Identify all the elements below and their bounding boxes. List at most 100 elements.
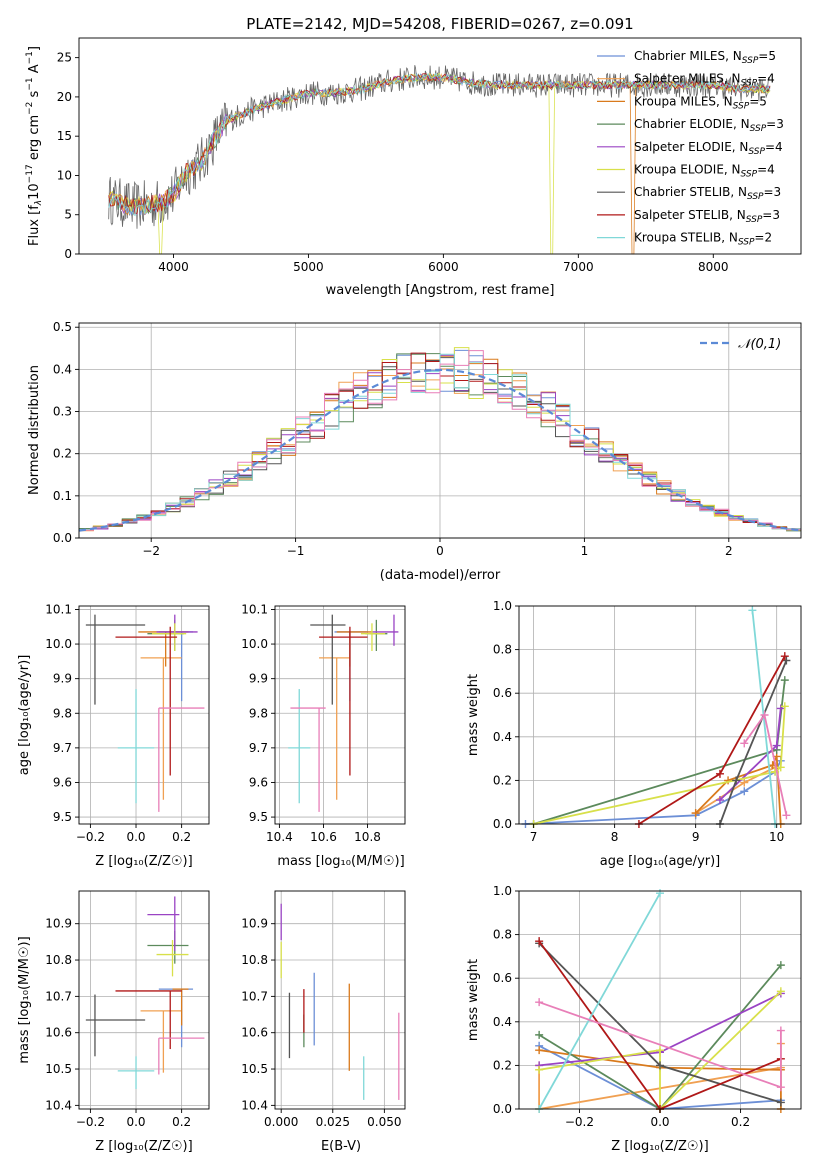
weight-point-marker	[740, 787, 749, 796]
y-tick-label: 0.3	[53, 405, 72, 419]
weight-z-xlabel: Z [log₁₀(Z/Z☉)]	[611, 1139, 708, 1154]
x-tick-label: 8	[611, 830, 619, 844]
x-tick-label: 0.2	[172, 1115, 191, 1129]
x-tick-label: −2	[142, 544, 160, 558]
weight-point-marker	[656, 1061, 664, 1070]
weight-point-marker	[656, 889, 664, 898]
mass-z-panel: −0.2 0.0 0.2 10.4 10.5 10.6 10.7 10.8 10.9 Z [lo…	[17, 890, 210, 1154]
y-tick-label: 0	[64, 247, 72, 261]
weight-age-panel: 7 8 9 10 0.0 0.2 0.4 0.6 0.8 1.0 age [log₁₀(age/y…	[466, 599, 802, 869]
y-tick-label: 10	[57, 168, 72, 182]
y-tick-label: 10.7	[241, 989, 268, 1003]
age-z-frame	[78, 605, 210, 825]
y-tick-label: 9.5	[53, 810, 72, 824]
weight-point-marker	[732, 776, 741, 785]
y-tick-label: 10.4	[45, 1098, 72, 1112]
x-tick-label: 10	[769, 830, 784, 844]
spectrum-series-line	[108, 72, 771, 217]
spectrum-series-line	[108, 65, 770, 229]
weight-series-line	[533, 706, 786, 825]
y-tick-label: 10.0	[45, 637, 72, 651]
weight-point-marker	[740, 778, 749, 787]
y-tick-label: 0.2	[493, 1058, 512, 1072]
age-mass-xlabel: mass [log₁₀(M/M☉)]	[277, 854, 404, 869]
mass-z-frame	[78, 890, 210, 1110]
y-tick-label: 9.9	[249, 672, 268, 686]
weight-point-marker	[780, 702, 789, 711]
spectrum-xlabel: wavelength [Angstrom, rest frame]	[326, 283, 555, 298]
x-tick-label: 0.2	[731, 1115, 750, 1129]
weight-point-marker	[535, 1030, 544, 1039]
weight-point-marker	[691, 809, 700, 818]
spectrum-frame	[78, 37, 802, 255]
weight-point-marker	[715, 796, 724, 805]
weight-point-marker	[748, 606, 757, 615]
y-tick-label: 0.4	[493, 1015, 512, 1029]
weight-z-ylabel: mass weight	[466, 959, 481, 1041]
mass-ebv-xlabel: E(B-V)	[321, 1139, 361, 1154]
weight-z-panel: −0.2 0.0 0.2 0.0 0.2 0.4 0.6 0.8 1.0 Z [log₁₀(Z/…	[466, 884, 802, 1154]
legend-label: Salpeter ELODIE, NSSP=4	[634, 140, 783, 157]
weight-point-marker	[656, 1046, 664, 1055]
y-tick-label: 0.0	[493, 1102, 512, 1116]
y-tick-label: 1.0	[493, 884, 512, 898]
legend-label: Kroupa STELIB, NSSP=2	[634, 231, 772, 248]
age-z-panel: −0.2 0.0 0.2 9.5 9.6 9.7 9.8 9.9 10.0 10.1 Z [log…	[17, 602, 210, 869]
x-tick-label: 6000	[428, 260, 459, 274]
y-tick-label: 0.8	[493, 928, 512, 942]
y-tick-label: 0.8	[493, 643, 512, 657]
residual-histograms	[78, 347, 802, 532]
y-tick-label: 0.2	[53, 447, 72, 461]
y-tick-label: 15	[57, 129, 72, 143]
weight-point-marker	[740, 739, 749, 748]
x-tick-label: 5000	[293, 260, 324, 274]
y-tick-label: 10.1	[45, 602, 72, 616]
y-tick-label: 9.9	[53, 672, 72, 686]
x-tick-label: −1	[287, 544, 305, 558]
x-tick-label: 0.2	[172, 830, 191, 844]
weight-point-marker	[776, 1026, 785, 1035]
y-tick-label: 0.5	[53, 320, 72, 334]
x-tick-label: 9	[692, 830, 700, 844]
x-tick-label: −0.2	[76, 830, 105, 844]
x-tick-label: 0.025	[316, 1115, 350, 1129]
y-tick-label: 0.2	[493, 773, 512, 787]
y-tick-label: 20	[57, 90, 72, 104]
weight-point-marker	[760, 711, 769, 719]
mass-z-ticks: −0.2 0.0 0.2 10.4 10.5 10.6 10.7 10.8 10.9	[45, 917, 191, 1129]
residual-histogram	[79, 353, 801, 530]
weight-point-marker	[776, 987, 785, 996]
x-tick-label: 10.6	[310, 830, 337, 844]
weight-point-marker	[776, 1098, 785, 1107]
x-tick-label: 7	[530, 830, 538, 844]
y-tick-label: 10.6	[241, 1026, 268, 1040]
y-tick-label: 10.5	[241, 1062, 268, 1076]
legend-label: Kroupa ELODIE, NSSP=4	[634, 163, 775, 180]
mass-ebv-ticks: 0.000 0.025 0.050 10.4 10.5 10.6 10.7 10.8 10.9	[241, 917, 401, 1129]
y-tick-label: 9.6	[249, 775, 268, 789]
legend-label: Chabrier MILES, NSSP=5	[634, 49, 776, 66]
y-tick-label: 10.9	[45, 917, 72, 931]
y-tick-label: 0.4	[53, 362, 72, 376]
y-tick-label: 0.6	[493, 686, 512, 700]
mass-z-ylabel: mass [log₁₀(M/M☉)]	[17, 936, 32, 1063]
weight-point-marker	[780, 676, 789, 685]
normal-curve	[78, 368, 802, 532]
y-tick-label: 10.6	[45, 1026, 72, 1040]
weight-point-marker	[782, 656, 791, 665]
y-tick-label: 10.8	[241, 953, 268, 967]
y-tick-label: 10.9	[241, 917, 268, 931]
weight-series-line	[538, 892, 661, 1110]
y-tick-label: 0.4	[493, 730, 512, 744]
spectrum-lines	[108, 65, 771, 255]
y-tick-label: 9.7	[53, 741, 72, 755]
spectrum-ticks: 4000 5000 6000 7000 8000 0 5 10 15 20 25	[57, 51, 729, 274]
x-tick-label: 0.050	[367, 1115, 401, 1129]
weight-point-marker	[780, 652, 789, 661]
age-mass-panel: 10.4 10.6 10.8 9.5 9.6 9.7 9.8 9.9 10.0 10.1 mass…	[241, 602, 406, 869]
age-mass-errorbars	[288, 614, 399, 812]
residual-legend-label: 𝒩(0,1)	[738, 337, 781, 352]
x-tick-label: 0.0	[126, 830, 145, 844]
residual-xlabel: (data-model)/error	[380, 568, 501, 583]
legend-label: Chabrier STELIB, NSSP=3	[634, 185, 781, 202]
